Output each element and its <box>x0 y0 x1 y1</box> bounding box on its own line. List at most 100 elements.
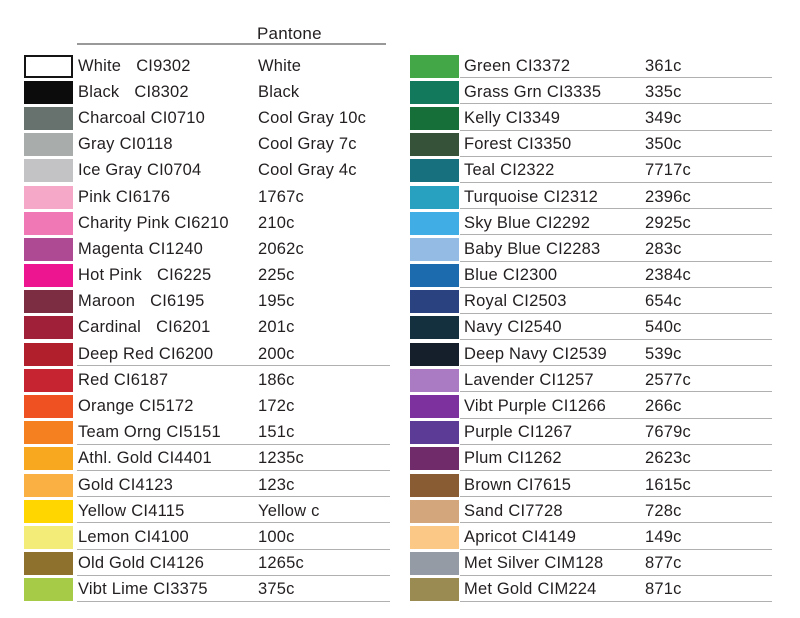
color-row: Cardinal CI6201 201c <box>24 315 390 341</box>
color-row: Teal CI2322 7717c <box>410 158 776 184</box>
color-label-group: Plum CI1262 <box>464 449 562 468</box>
pantone-value: 2577c <box>645 370 691 389</box>
color-label-group: Charcoal CI0710 <box>78 109 205 128</box>
pantone-value: 100c <box>258 527 295 546</box>
color-code: CI8302 <box>134 82 189 101</box>
color-row: Kelly CI3349 349c <box>410 105 776 131</box>
color-label-group: Charity Pink CI6210 <box>78 214 229 233</box>
pantone-column-header: Pantone <box>257 24 322 43</box>
color-code: CI5172 <box>139 397 194 416</box>
color-code: CI4100 <box>134 527 189 546</box>
color-code: CI6200 <box>158 344 214 363</box>
color-label-group: Lavender CI1257 <box>464 371 594 390</box>
pantone-value: 151c <box>258 423 295 442</box>
pantone-value: 201c <box>258 318 295 337</box>
color-row: Red CI6187 186c <box>24 367 390 393</box>
row-underline <box>77 496 390 498</box>
color-row: Turquoise CI2312 2396c <box>410 184 776 210</box>
color-label-group: Gray CI0118 <box>78 135 173 154</box>
color-swatch <box>410 316 459 340</box>
color-name: Team Orng <box>78 423 162 442</box>
color-name: Old Gold <box>78 554 145 573</box>
color-label-group: Team Orng CI5151 <box>78 423 221 442</box>
pantone-value: Cool Gray 10c <box>258 108 367 127</box>
color-name: Charity Pink <box>78 213 170 232</box>
color-label-group: Maroon CI6195 <box>78 292 205 311</box>
color-code: CI1267 <box>517 423 573 442</box>
color-code: CI6176 <box>115 187 171 206</box>
color-name: Maroon <box>78 292 136 311</box>
pantone-value: Cool Gray 4c <box>258 161 357 180</box>
color-code: CI4149 <box>521 527 577 546</box>
color-swatch <box>410 159 459 183</box>
color-name: Orange <box>78 397 135 416</box>
color-row: Orange CI5172 172c <box>24 393 390 419</box>
color-swatch <box>24 80 73 104</box>
color-code: CI0118 <box>119 135 173 154</box>
color-row: Forest CI3350 350c <box>410 132 776 158</box>
color-name: Black <box>78 82 120 101</box>
color-name: Vibt Purple <box>464 397 547 416</box>
pantone-value: 1265c <box>258 554 304 573</box>
pantone-value: 210c <box>258 213 295 232</box>
color-swatch <box>24 499 73 523</box>
color-swatch <box>24 185 73 209</box>
color-label-group: Kelly CI3349 <box>464 109 560 128</box>
color-swatch <box>24 342 73 366</box>
color-row: Green CI3372 361c <box>410 53 776 79</box>
color-code: CI6201 <box>156 318 211 337</box>
color-row: Ice Gray CI0704 Cool Gray 4c <box>24 158 390 184</box>
color-code: CI1240 <box>148 239 204 258</box>
pantone-value: 2623c <box>645 449 691 468</box>
color-row: Team Orng CI5151 151c <box>24 420 390 446</box>
color-code: CI6195 <box>150 292 205 311</box>
pantone-value: 149c <box>645 527 682 546</box>
row-underline <box>460 417 772 419</box>
row-underline <box>460 496 772 498</box>
color-label-group: Navy CI2540 <box>464 318 562 337</box>
color-label-group: Teal CI2322 <box>464 161 554 180</box>
color-label-group: Met Gold CIM224 <box>464 580 597 599</box>
color-label-group: Sand CI7728 <box>464 502 563 521</box>
color-code: CI6225 <box>156 266 212 285</box>
color-swatch <box>24 525 73 549</box>
row-underline <box>460 548 772 550</box>
color-row: Deep Navy CI2539 539c <box>410 341 776 367</box>
color-swatch <box>24 473 73 497</box>
pantone-value: 654c <box>645 292 682 311</box>
color-name: Lemon <box>78 527 130 546</box>
color-code: CI2283 <box>546 239 601 258</box>
row-underline <box>77 574 390 576</box>
row-underline <box>460 77 772 79</box>
color-label-group: Ice Gray CI0704 <box>78 161 201 180</box>
color-code: CI6187 <box>113 370 169 389</box>
row-underline <box>77 600 390 602</box>
color-swatch <box>410 368 459 392</box>
pantone-value: 195c <box>258 292 295 311</box>
color-row: Yellow CI4115 Yellow c <box>24 498 390 524</box>
color-label-group: Lemon CI4100 <box>78 528 189 547</box>
color-swatch <box>410 499 459 523</box>
color-swatch <box>410 237 459 261</box>
color-row: Met Silver CIM128 877c <box>410 551 776 577</box>
color-row: White CI9302 White <box>24 53 390 79</box>
color-label-group: Orange CI5172 <box>78 397 194 416</box>
row-underline <box>460 312 772 314</box>
color-row: Navy CI2540 540c <box>410 315 776 341</box>
color-label-group: Yellow CI4115 <box>78 502 184 521</box>
row-underline <box>460 129 772 131</box>
color-swatch <box>24 395 73 419</box>
color-name: Apricot <box>464 527 517 546</box>
pantone-value: 361c <box>645 56 682 75</box>
color-code: CI0710 <box>150 108 206 127</box>
color-code: CI3335 <box>546 82 602 101</box>
color-code: CI0704 <box>146 161 202 180</box>
color-label-group: Old Gold CI4126 <box>78 554 204 573</box>
color-label-group: Deep Red CI6200 <box>78 345 213 364</box>
color-swatch <box>24 54 73 78</box>
color-label-group: Brown CI7615 <box>464 476 571 495</box>
color-name: Brown <box>464 475 512 494</box>
color-code: CI1266 <box>551 397 607 416</box>
color-row: Athl. Gold CI4401 1235c <box>24 446 390 472</box>
pantone-value: 2062c <box>258 239 304 258</box>
